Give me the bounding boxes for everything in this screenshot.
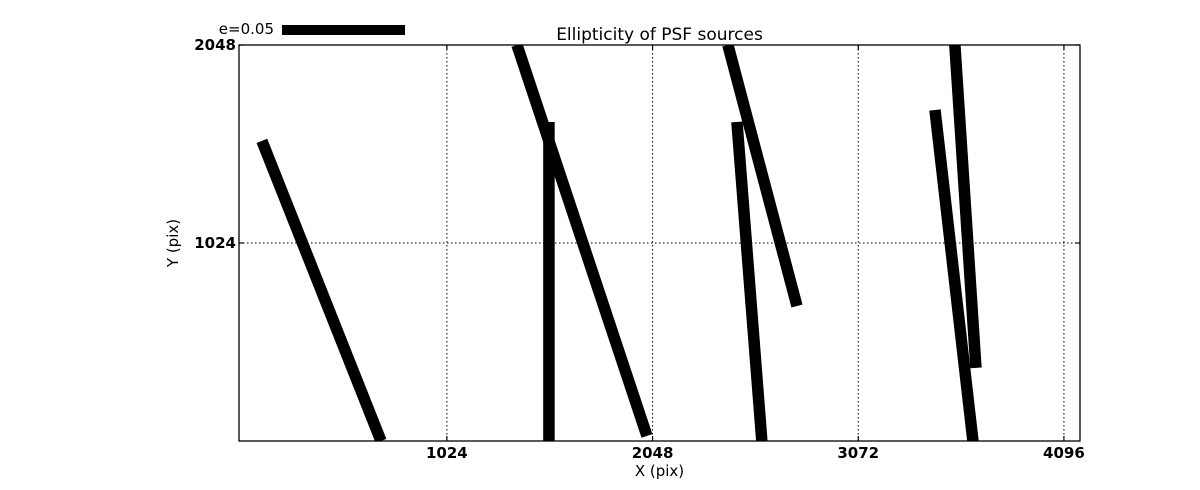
x-tick-label: 1024 — [426, 444, 468, 462]
plot-border — [238, 44, 1081, 442]
ellipticity-whisker — [511, 45, 653, 438]
y-tick-label: 1024 — [194, 234, 236, 252]
x-tick-label: 3072 — [837, 444, 879, 462]
legend-scale-bar — [282, 25, 405, 35]
ellipticity-whisker — [256, 138, 387, 441]
x-tick-label: 4096 — [1043, 444, 1085, 462]
legend-scale-label: e=0.05 — [218, 20, 274, 38]
x-axis-label: X (pix) — [634, 462, 685, 480]
y-axis-label: Y (pix) — [164, 218, 182, 268]
ellipticity-whisker — [731, 121, 768, 441]
ellipticity-whisker — [949, 45, 982, 369]
ellipticity-whisker — [722, 45, 803, 308]
y-tick-label: 2048 — [194, 36, 236, 54]
whisker-group — [256, 45, 982, 441]
ellipticity-whisker — [929, 109, 979, 441]
plot-title: Ellipticity of PSF sources — [556, 25, 763, 45]
x-tick-label: 2048 — [632, 444, 674, 462]
